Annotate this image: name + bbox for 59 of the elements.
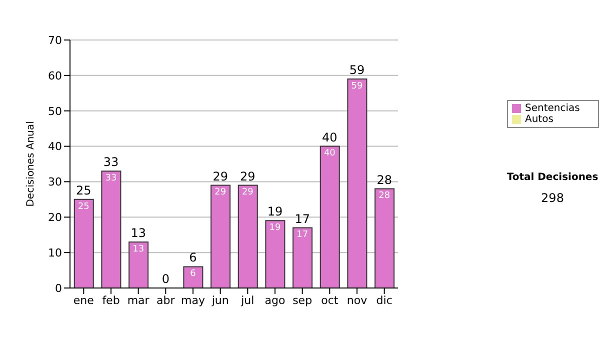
- data-label: 17: [296, 230, 308, 240]
- bar: [265, 220, 286, 288]
- x-tick-label: jun: [210, 294, 229, 307]
- data-label: 33: [105, 173, 117, 184]
- bar: [128, 241, 149, 288]
- total-label: 19: [267, 204, 283, 219]
- data-label: 59: [351, 81, 363, 92]
- total-label: 25: [76, 183, 92, 198]
- total-label: 17: [294, 212, 310, 226]
- data-label: 40: [324, 148, 336, 159]
- x-tick-label: mar: [127, 294, 150, 307]
- bar: [238, 184, 258, 288]
- bar: [347, 78, 368, 288]
- bar: [210, 184, 231, 288]
- total-label: 6: [189, 250, 197, 265]
- legend-label: Sentencias: [525, 103, 580, 114]
- data-label: 6: [190, 269, 196, 280]
- x-tick-label: ago: [264, 294, 286, 307]
- bar: [374, 188, 395, 288]
- total-label: 59: [349, 62, 365, 77]
- bar: [292, 227, 313, 288]
- total-label: 0: [162, 272, 170, 286]
- bar: [183, 266, 204, 288]
- y-tick-label: 50: [48, 104, 62, 118]
- x-tick-label: jul: [240, 294, 254, 307]
- x-tick-label: dic: [376, 294, 392, 307]
- bar: [74, 198, 94, 288]
- y-tick-label: 40: [48, 140, 62, 154]
- total-label: 40: [322, 130, 338, 144]
- legend-label: Autos: [525, 114, 554, 125]
- total-label: 33: [103, 155, 119, 170]
- y-tick-label: 20: [48, 211, 62, 224]
- text: Total Decisiones: [506, 172, 600, 183]
- total-label: 13: [130, 226, 146, 240]
- data-label: 25: [78, 202, 90, 212]
- y-tick-label: 10: [48, 246, 62, 260]
- data-label: 13: [132, 244, 144, 254]
- data-label: 29: [242, 188, 254, 198]
- y-tick-label: 70: [48, 34, 62, 47]
- y-tick-label: 0: [55, 282, 62, 295]
- total-label: 29: [240, 169, 256, 184]
- y-tick-label: 60: [48, 69, 62, 82]
- x-tick-label: oct: [321, 294, 339, 307]
- x-tick-label: sep: [292, 294, 312, 307]
- total-label: 28: [376, 172, 392, 187]
- data-label: 29: [214, 188, 226, 198]
- y-tick-label: 30: [48, 176, 62, 189]
- data-label: 19: [269, 223, 281, 234]
- x-tick-label: may: [181, 294, 206, 307]
- x-tick-label: ene: [73, 294, 94, 307]
- bar: [320, 146, 340, 288]
- x-tick-label: abr: [156, 294, 176, 307]
- text: 298: [540, 191, 565, 205]
- data-label: 28: [378, 191, 390, 202]
- bar: [101, 170, 122, 288]
- y-axis-title: Decisiones Anual: [26, 121, 37, 207]
- x-tick-label: nov: [346, 294, 368, 307]
- x-tick-label: feb: [102, 294, 120, 307]
- total-label: 29: [212, 169, 228, 184]
